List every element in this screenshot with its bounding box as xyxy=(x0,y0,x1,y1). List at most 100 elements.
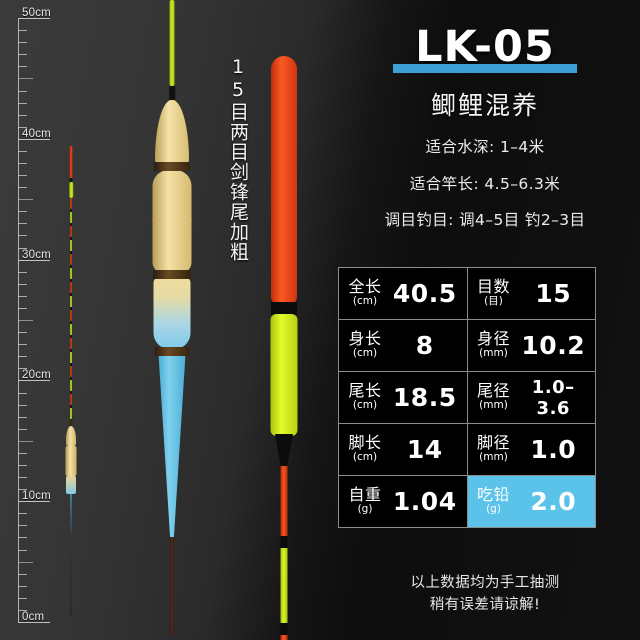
ruler-tick-minor xyxy=(18,66,27,68)
table-row: 自重 (g) 1.04 吃铅 (g) 2.0 xyxy=(338,475,596,528)
zoomed-tail-detail xyxy=(258,56,310,640)
table-cell-脚长: 脚长 (cm) 14 xyxy=(338,423,468,476)
tail-band-orange-2 xyxy=(280,466,288,536)
ruler-tick-major xyxy=(18,501,50,503)
ruler-tick-minor xyxy=(18,416,27,418)
cell-value: 1.0–3.6 xyxy=(531,376,575,419)
float-ring-mid xyxy=(153,270,191,279)
ruler-tick-minor xyxy=(18,211,27,213)
ruler-tick-minor xyxy=(18,54,27,56)
spec-line-2: 适合竿长: 4.5–6.3米 xyxy=(409,174,561,193)
spec-line-3: 调目钓目: 调4–5目 钓2–3目 xyxy=(384,211,586,229)
float-ring-upper xyxy=(154,162,190,171)
tail-tip-orange xyxy=(271,56,297,304)
ruler-tick-minor xyxy=(18,150,27,152)
ruler-tick-minor xyxy=(18,368,27,370)
cell-label: 身径 (mm) xyxy=(476,329,510,360)
ruler-tick-minor xyxy=(18,561,33,563)
ruler-tick-minor xyxy=(18,271,27,273)
ruler-tick-minor xyxy=(18,477,27,478)
product-tagline: 鲫鲤混养 xyxy=(430,91,539,120)
ruler-tick-minor xyxy=(18,525,27,527)
ruler-tick-minor xyxy=(18,90,27,92)
cell-label: 自重 (g) xyxy=(348,485,382,516)
product-model-title: LK-05 xyxy=(415,22,555,72)
cell-label: 目数 (目) xyxy=(476,277,510,308)
ruler-tick-minor xyxy=(18,440,33,442)
float-body xyxy=(152,170,192,274)
ruler-label: 30cm xyxy=(22,248,51,261)
main-float-illustration: 龙王恨 LK-05 xyxy=(130,0,214,640)
ruler-tick-minor xyxy=(18,344,27,346)
ruler-tick-minor xyxy=(18,573,27,575)
ruler-label: 0cm xyxy=(22,611,45,623)
cell-value: 8 xyxy=(415,331,434,360)
title-underline-bar xyxy=(393,64,577,73)
tail-band-orange-3 xyxy=(280,635,288,640)
ruler-tick-minor xyxy=(18,42,27,44)
ruler-tick-minor xyxy=(18,392,27,394)
table-cell-全长: 全长 (cm) 40.5 xyxy=(338,267,468,320)
table-cell-脚径: 脚径 (mm) 1.0 xyxy=(466,423,596,476)
float-shoulder xyxy=(155,100,189,166)
table-cell-目数: 目数 (目) 15 xyxy=(466,267,596,320)
cell-label: 全长 (cm) xyxy=(348,277,382,308)
ruler-tick-minor xyxy=(18,235,27,237)
cell-value: 10.2 xyxy=(521,331,586,360)
ruler-label: 40cm xyxy=(22,127,51,140)
float-leg-taper xyxy=(158,355,186,537)
ruler-tick-minor xyxy=(18,102,27,104)
ruler-tick-major xyxy=(18,380,50,382)
float-ring-lower xyxy=(154,347,190,356)
ruler-tick-minor xyxy=(18,199,33,201)
cell-label: 尾长 (cm) xyxy=(348,381,382,412)
table-cell-吃铅: 吃铅 (g) 2.0 xyxy=(466,475,596,528)
ruler-tick-minor xyxy=(18,30,27,32)
tail-band-green-2 xyxy=(280,548,288,624)
disclaimer-footer: 以上数据均为手工抽测 稍有误差请谅解! xyxy=(330,572,640,617)
table-cell-尾长: 尾长 (cm) 18.5 xyxy=(338,371,468,424)
ruler-tick-minor xyxy=(18,465,27,466)
cell-value: 14 xyxy=(406,435,443,464)
ruler-tick-minor xyxy=(18,549,27,551)
ruler-tick-minor xyxy=(18,126,27,128)
cell-value: 2.0 xyxy=(530,487,577,516)
table-row: 脚长 (cm) 14 脚径 (mm) 1.0 xyxy=(338,423,596,476)
float-antenna-tip xyxy=(169,0,175,86)
table-row: 全长 (cm) 40.5 目数 (目) 15 xyxy=(338,267,596,320)
tail-band-black-1 xyxy=(271,302,297,315)
ruler-tick-minor xyxy=(18,609,27,611)
cell-value: 40.5 xyxy=(392,279,457,308)
ruler-label: 20cm xyxy=(22,369,51,382)
ruler-tick-minor xyxy=(18,489,27,491)
ruler-tick-minor xyxy=(18,307,27,309)
tail-band-black-3 xyxy=(280,623,288,636)
cell-value: 18.5 xyxy=(392,383,457,412)
ruler-tick-minor xyxy=(18,114,27,116)
ruler-scale: 50cm 40cm 30cm 20cm 10cm 0cm xyxy=(0,0,60,640)
ruler-tick-minor xyxy=(18,163,27,164)
ruler-tick-minor xyxy=(18,513,27,515)
tail-band-black-2 xyxy=(280,536,288,549)
cell-value: 1.04 xyxy=(392,487,457,516)
table-cell-自重: 自重 (g) 1.04 xyxy=(338,475,468,528)
reference-float-actual-size xyxy=(61,146,81,616)
table-cell-身长: 身长 (cm) 8 xyxy=(338,319,468,372)
ruler-tick-minor xyxy=(18,187,27,189)
cell-label: 吃铅 (g) xyxy=(476,485,510,516)
ruler-label: 50cm xyxy=(22,7,51,19)
ruler-tick-minor xyxy=(18,404,27,406)
spec-line-1: 适合水深: 1–4米 xyxy=(425,138,545,156)
spec-list: 适合水深: 1–4米 适合竿长: 4.5–6.3米调目钓目: 调4–5目 钓2–3… xyxy=(330,138,640,250)
table-cell-尾径: 尾径 (mm) 1.0–3.6 xyxy=(466,371,596,424)
float-stem xyxy=(170,535,174,635)
ruler-tick-minor xyxy=(18,537,27,539)
ruler-tick-minor xyxy=(18,597,27,599)
ruler-tick-minor xyxy=(18,428,27,430)
ruler-tick-minor xyxy=(18,452,27,454)
cell-label: 身长 (cm) xyxy=(348,329,382,360)
ruler-tick-minor xyxy=(18,223,27,225)
table-row: 身长 (cm) 8 身径 (mm) 10.2 xyxy=(338,319,596,372)
float-antenna-joint xyxy=(169,86,175,100)
